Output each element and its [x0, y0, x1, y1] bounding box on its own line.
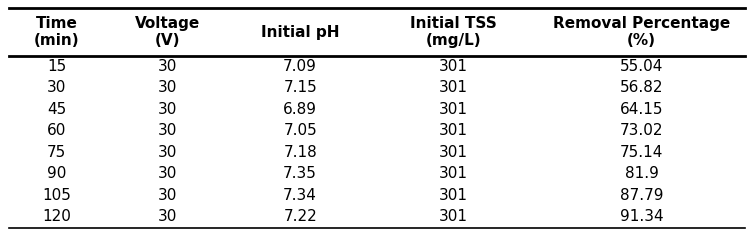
Text: 7.35: 7.35 [284, 166, 317, 181]
Text: Removal Percentage
(%): Removal Percentage (%) [553, 16, 730, 48]
Text: 30: 30 [158, 188, 178, 203]
Text: 15: 15 [47, 59, 67, 74]
Text: 30: 30 [158, 145, 178, 160]
Text: 30: 30 [158, 59, 178, 74]
Text: 301: 301 [439, 102, 468, 117]
Text: 301: 301 [439, 80, 468, 95]
Text: 7.09: 7.09 [284, 59, 317, 74]
Text: 105: 105 [42, 188, 71, 203]
Text: 75.14: 75.14 [620, 145, 663, 160]
Text: Time
(min): Time (min) [34, 16, 79, 48]
Text: 30: 30 [158, 123, 178, 138]
Text: 60: 60 [47, 123, 67, 138]
Text: 120: 120 [42, 209, 71, 224]
Text: 75: 75 [47, 145, 67, 160]
Text: 81.9: 81.9 [624, 166, 658, 181]
Text: 301: 301 [439, 59, 468, 74]
Text: 90: 90 [47, 166, 67, 181]
Text: 6.89: 6.89 [284, 102, 317, 117]
Text: 64.15: 64.15 [620, 102, 663, 117]
Text: 30: 30 [158, 102, 178, 117]
Text: 301: 301 [439, 166, 468, 181]
Text: 301: 301 [439, 145, 468, 160]
Text: 30: 30 [47, 80, 67, 95]
Text: Voltage
(V): Voltage (V) [135, 16, 200, 48]
Text: 301: 301 [439, 209, 468, 224]
Text: 7.22: 7.22 [284, 209, 317, 224]
Text: 7.15: 7.15 [284, 80, 317, 95]
Text: 301: 301 [439, 188, 468, 203]
Text: 73.02: 73.02 [620, 123, 663, 138]
Text: 87.79: 87.79 [620, 188, 663, 203]
Text: 7.18: 7.18 [284, 145, 317, 160]
Text: 30: 30 [158, 80, 178, 95]
Text: 91.34: 91.34 [620, 209, 663, 224]
Text: 301: 301 [439, 123, 468, 138]
Text: Initial TSS
(mg/L): Initial TSS (mg/L) [411, 16, 497, 48]
Text: 7.05: 7.05 [284, 123, 317, 138]
Text: Initial pH: Initial pH [261, 25, 339, 39]
Text: 45: 45 [47, 102, 67, 117]
Text: 30: 30 [158, 209, 178, 224]
Text: 55.04: 55.04 [620, 59, 663, 74]
Text: 30: 30 [158, 166, 178, 181]
Text: 56.82: 56.82 [620, 80, 663, 95]
Text: 7.34: 7.34 [284, 188, 317, 203]
